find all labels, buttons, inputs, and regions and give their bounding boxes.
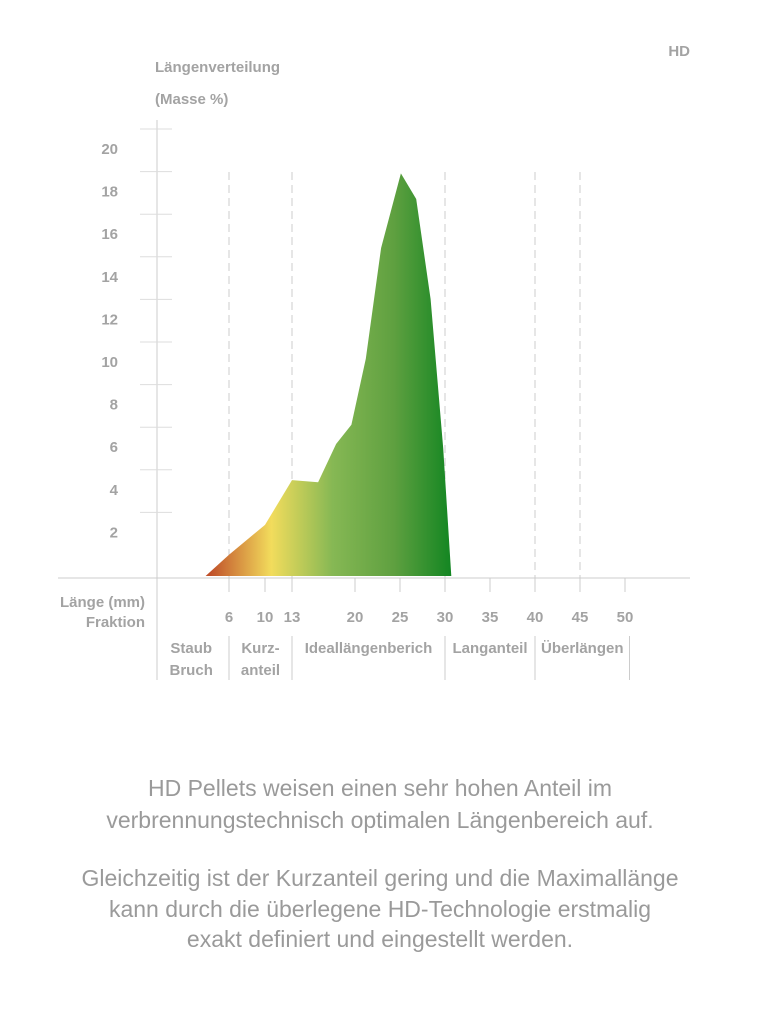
x-tick-label: 6 bbox=[225, 609, 233, 626]
y-tick-label: 8 bbox=[110, 397, 118, 414]
y-tick-label: 18 bbox=[101, 184, 118, 201]
y-tick-label: 16 bbox=[101, 226, 118, 243]
paragraph-line: exakt definiert und eingestellt werden. bbox=[187, 926, 573, 952]
y-tick-label: 4 bbox=[110, 482, 119, 499]
y-tick-label: 20 bbox=[101, 141, 118, 158]
x-tick-label: 40 bbox=[527, 609, 544, 626]
paragraph-line: Gleichzeitig ist der Kurzanteil gering u… bbox=[81, 865, 678, 891]
x-tick-label: 20 bbox=[347, 609, 364, 626]
y-tick-label: 12 bbox=[101, 311, 118, 328]
fraction-label: Bruch bbox=[170, 662, 213, 679]
area bbox=[205, 173, 452, 576]
y-tick-label: 6 bbox=[110, 439, 118, 456]
paragraph-line: verbrennungstechnisch optimalen Längenbe… bbox=[106, 807, 653, 833]
fraction-label: Kurz- bbox=[241, 640, 279, 657]
chart-title: Längenverteilung bbox=[155, 59, 280, 76]
paragraph-line: HD Pellets weisen einen sehr hohen Antei… bbox=[148, 775, 612, 801]
fraction-label: Fraktion bbox=[86, 614, 145, 631]
paragraph-line: kann durch die überlegene HD-Technologie… bbox=[109, 896, 651, 922]
fraction-label: Ideallängenberich bbox=[305, 640, 433, 657]
x-tick-label: 25 bbox=[392, 609, 409, 626]
chart-subtitle: (Masse %) bbox=[155, 91, 228, 108]
x-tick-label: 10 bbox=[257, 609, 274, 626]
x-tick-label: 45 bbox=[572, 609, 589, 626]
x-tick-label: 35 bbox=[482, 609, 499, 626]
x-tick-label: 30 bbox=[437, 609, 454, 626]
badge: HD bbox=[668, 43, 690, 60]
x-tick-label: 13 bbox=[284, 609, 301, 626]
x-tick-label: 50 bbox=[617, 609, 634, 626]
fraction-label: Langanteil bbox=[452, 640, 527, 657]
x-axis-label: Länge (mm) bbox=[60, 594, 145, 611]
fraction-label: anteil bbox=[241, 662, 280, 679]
y-tick-label: 10 bbox=[101, 354, 118, 371]
y-tick-label: 14 bbox=[101, 269, 118, 286]
y-tick-label: 2 bbox=[110, 524, 118, 541]
fraction-label: Staub bbox=[170, 640, 212, 657]
fraction-label: Überlängen bbox=[541, 640, 624, 657]
